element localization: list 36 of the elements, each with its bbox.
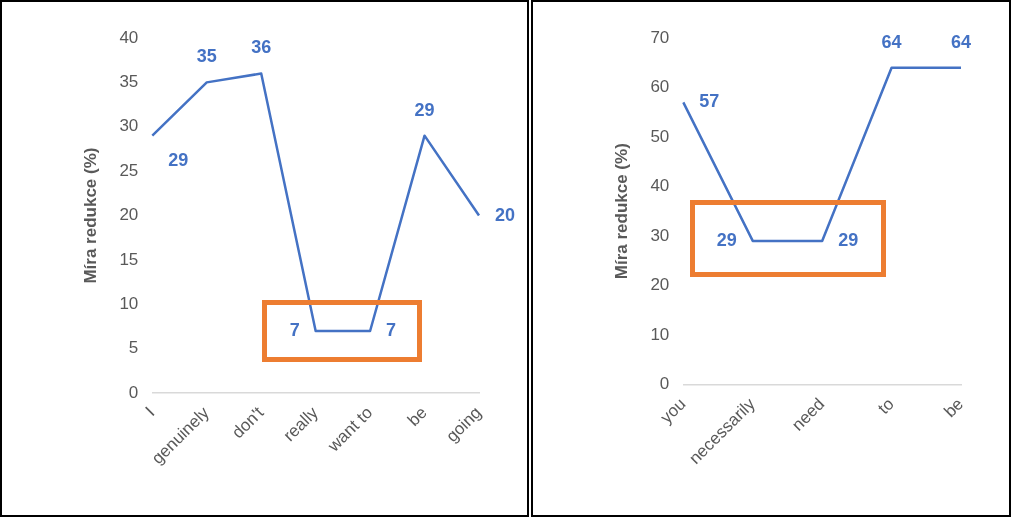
y-axis-title: Míra redukce (%) (611, 143, 631, 280)
y-tick-label: 15 (119, 249, 139, 269)
data-label: 29 (168, 149, 189, 170)
y-tick-label: 20 (650, 275, 670, 295)
y-tick-label: 40 (119, 27, 139, 47)
data-label: 64 (950, 31, 972, 52)
y-tick-label: 40 (650, 176, 670, 196)
data-label: 36 (251, 37, 272, 58)
y-tick-label: 10 (650, 324, 670, 344)
y-tick-label: 5 (128, 338, 139, 358)
x-tick-label: be (403, 403, 431, 430)
y-tick-label: 20 (119, 205, 139, 225)
data-label: 29 (838, 229, 859, 250)
y-tick-label: 50 (650, 126, 670, 146)
data-label: 7 (386, 319, 397, 340)
y-tick-label: 70 (650, 27, 670, 47)
y-tick-label: 30 (119, 116, 139, 136)
data-label: 57 (699, 91, 720, 112)
x-tick-label: I (141, 403, 159, 420)
data-label: 64 (881, 31, 902, 52)
y-tick-label: 0 (128, 382, 139, 402)
y-tick-label: 30 (650, 225, 670, 245)
x-tick-label: be (940, 394, 968, 422)
y-tick-label: 35 (119, 72, 139, 92)
y-tick-label: 10 (119, 294, 139, 314)
x-tick-label: to (874, 394, 898, 418)
data-label: 29 (716, 229, 737, 250)
data-label: 7 (289, 319, 300, 340)
x-tick-label: you (656, 394, 690, 428)
y-tick-label: 0 (659, 374, 670, 394)
data-label: 20 (495, 204, 516, 225)
data-label: 29 (414, 99, 435, 120)
data-label: 35 (196, 46, 217, 67)
y-tick-label: 25 (119, 160, 139, 180)
y-tick-label: 60 (650, 77, 670, 97)
y-axis-title: Míra redukce (%) (80, 147, 100, 284)
